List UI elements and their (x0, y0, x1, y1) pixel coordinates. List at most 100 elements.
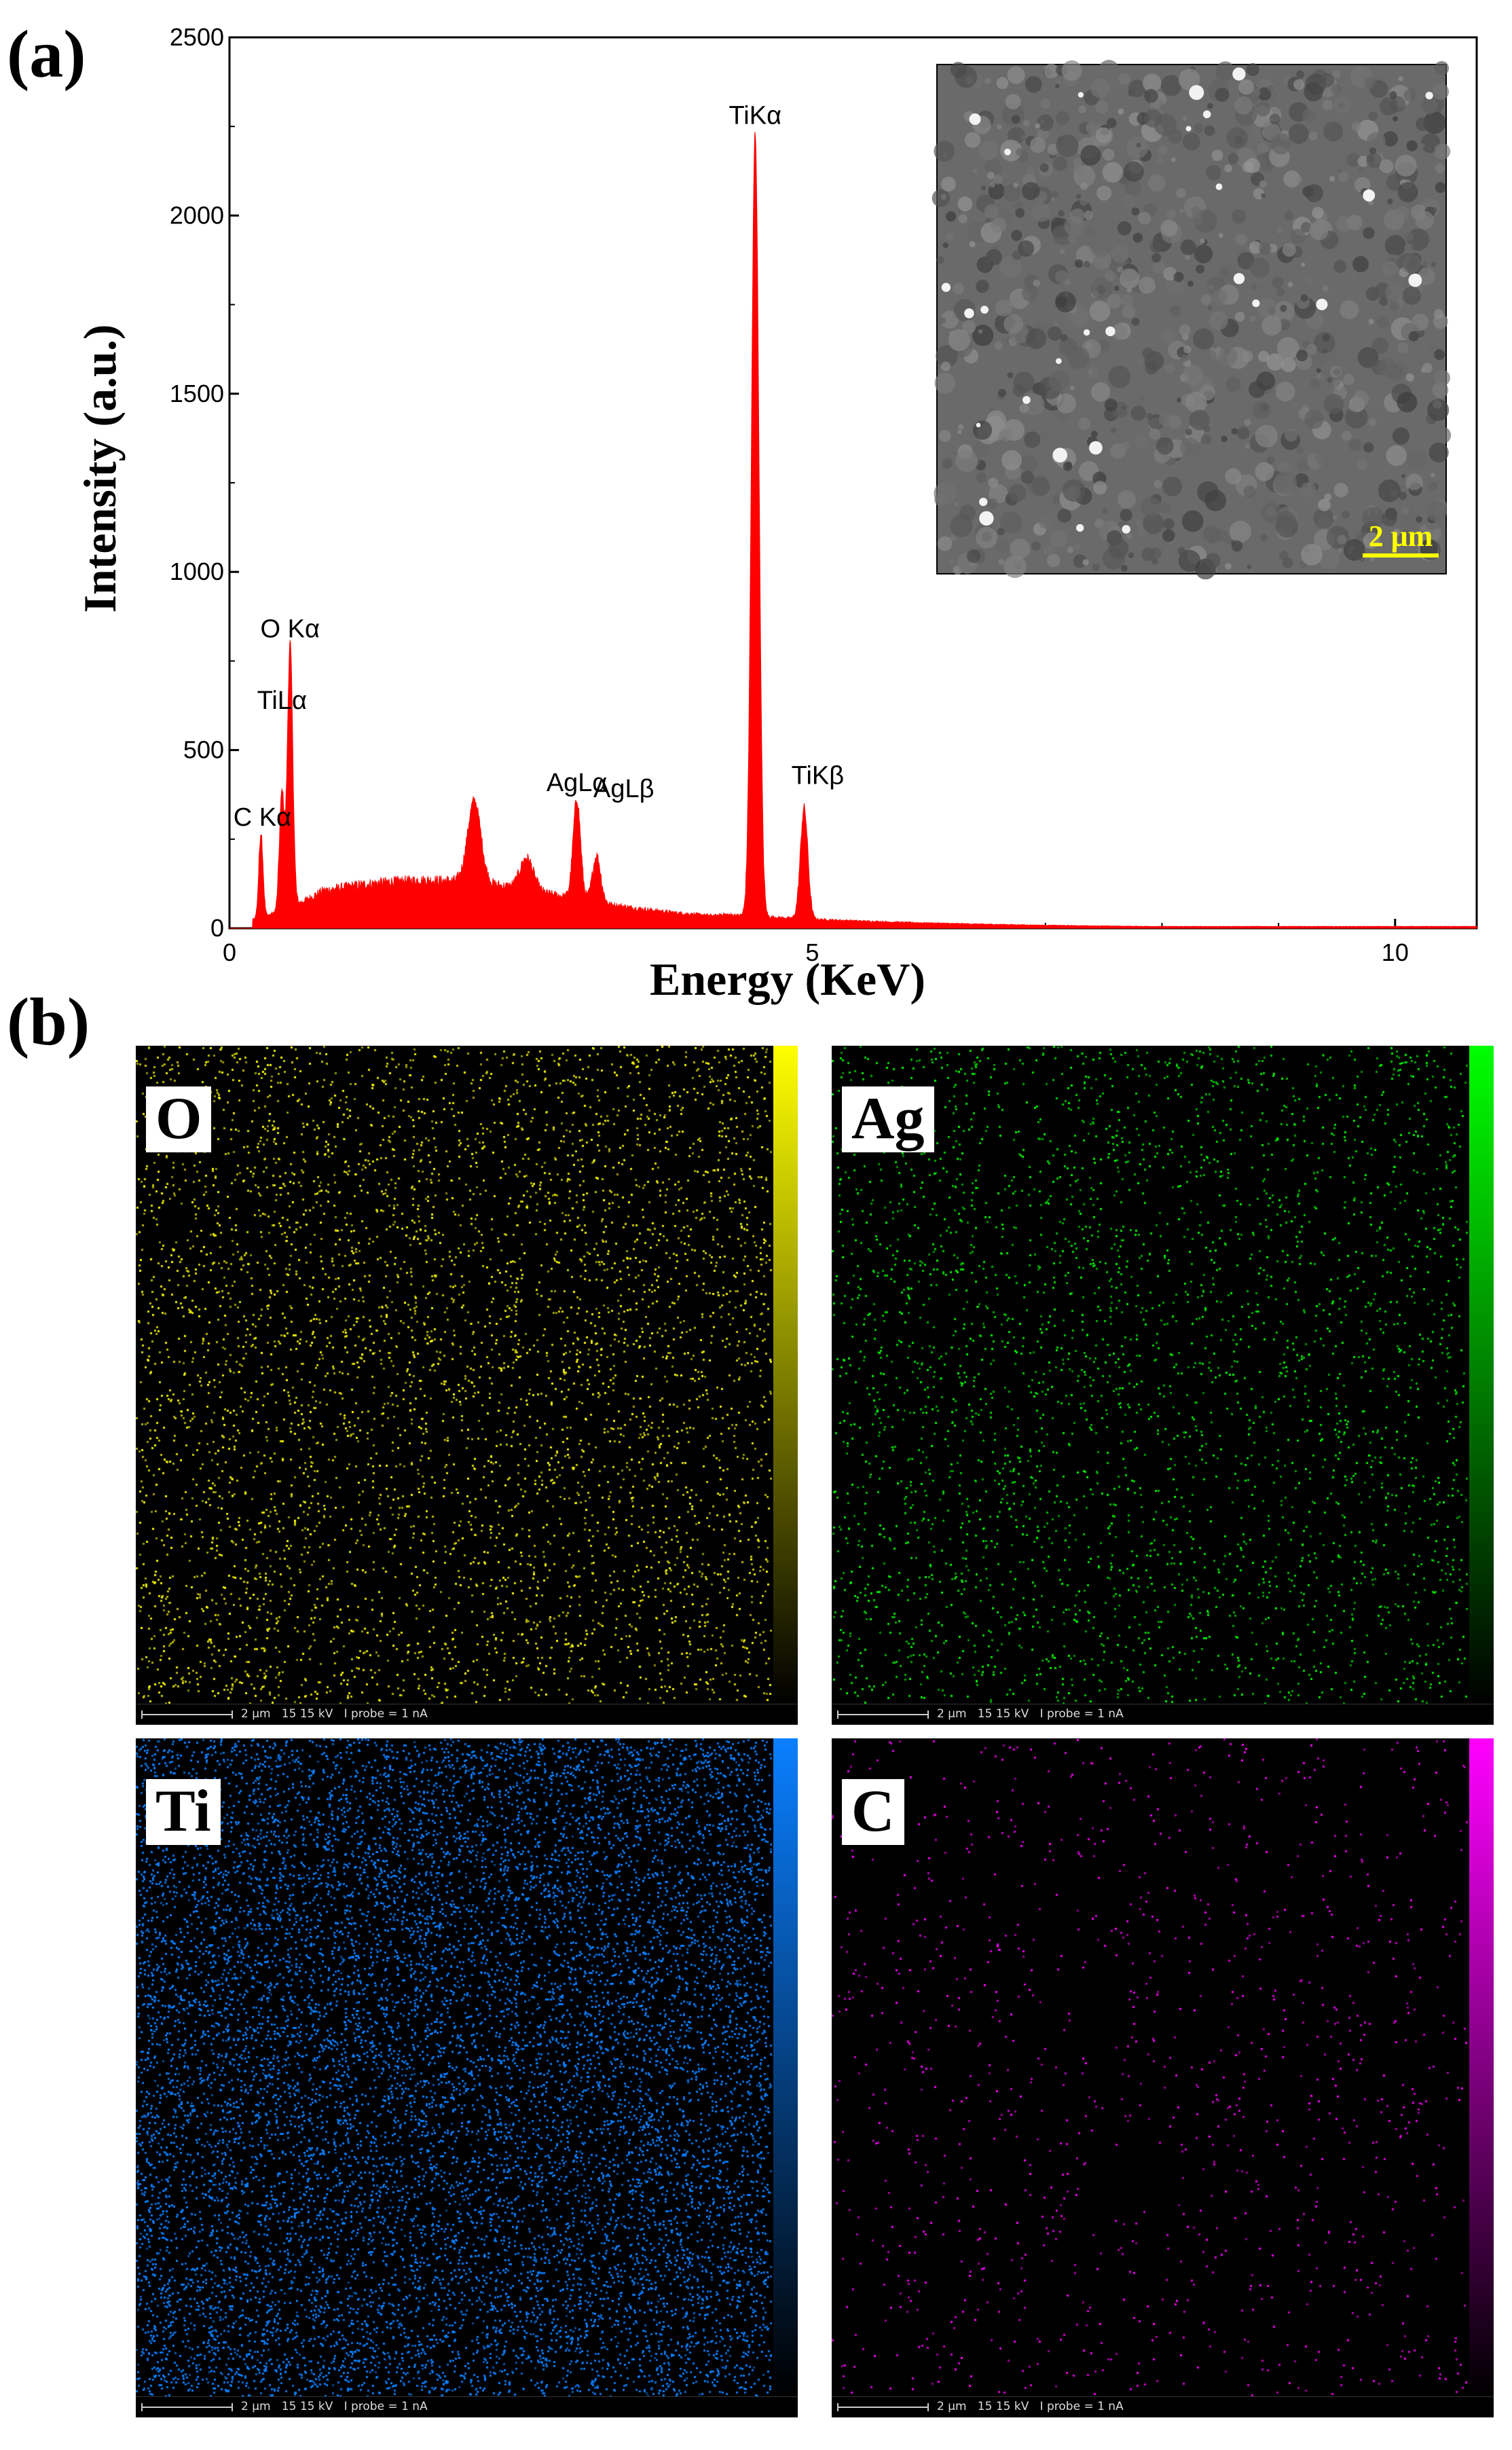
sem-grain (938, 430, 951, 442)
sem-grain (1011, 115, 1020, 124)
sem-grain (1135, 435, 1148, 448)
sem-grain (1338, 171, 1349, 183)
sem-grain (936, 256, 944, 264)
sem-grain (1386, 445, 1407, 467)
sem-grain (1121, 194, 1136, 208)
sem-grain (1321, 179, 1331, 189)
sem-bright-particle (1189, 85, 1204, 100)
sem-grain (972, 325, 994, 346)
element-label-titanium: Ti (146, 1778, 221, 1845)
sem-grain (1324, 493, 1332, 501)
sem-grain (978, 329, 983, 334)
footer-scale-bar (837, 1711, 929, 1719)
map-titanium: Ti 2 μm 15 15 kV I probe = 1 nA (136, 1738, 798, 2417)
footer-scale-bar (141, 2403, 233, 2411)
sem-grain (1231, 208, 1247, 224)
sem-grain (1160, 502, 1171, 513)
sem-grain (1399, 492, 1407, 500)
sem-grain (1013, 183, 1018, 188)
sem-grain (1031, 541, 1041, 551)
x-axis-label: Energy (KeV) (650, 953, 925, 1005)
sem-grain (1010, 538, 1031, 559)
sem-grain (1306, 344, 1318, 355)
sem-grain (1160, 103, 1167, 111)
y-tick-label: 2500 (170, 23, 224, 51)
sem-grain (1106, 293, 1122, 309)
sem-bright-particle (1083, 329, 1090, 336)
sem-grain (1119, 268, 1140, 289)
sem-grain (1252, 356, 1257, 362)
sem-grain (1346, 215, 1363, 231)
sem-grain (1403, 88, 1417, 102)
x-tick-label: 5 (805, 938, 819, 966)
sem-grain (1015, 208, 1025, 218)
sem-grain (939, 317, 946, 324)
footer-scale-bar (141, 1711, 233, 1719)
sem-bright-particle (1252, 299, 1260, 308)
sem-grain (1136, 359, 1142, 365)
sem-grain (1160, 328, 1176, 344)
sem-grain (1435, 163, 1445, 174)
sem-grain (1117, 266, 1124, 273)
sem-grain (1008, 483, 1027, 502)
sem-grain (1251, 88, 1261, 97)
sem-grain (989, 406, 995, 413)
sem-grain (1255, 101, 1271, 117)
sem-grain (1229, 520, 1251, 543)
sem-grain (1169, 305, 1181, 316)
sem-grain (1243, 485, 1257, 498)
sem-grain (1143, 109, 1162, 128)
sem-grain (1368, 418, 1377, 426)
sem-grain (1344, 405, 1368, 429)
sem-grain (1284, 428, 1298, 442)
sem-grain (1378, 479, 1401, 502)
silver-map-canvas (832, 1046, 1494, 1725)
sem-grain (984, 158, 1001, 176)
sem-grain (1296, 350, 1308, 362)
sem-grain (1420, 367, 1426, 373)
sem-grain (1158, 145, 1168, 155)
sem-grain (1176, 188, 1186, 198)
sem-grain (1142, 73, 1162, 92)
sem-grain (1330, 321, 1349, 339)
sem-grain (1011, 230, 1022, 241)
sem-grain (1433, 426, 1452, 444)
sem-grain (1352, 274, 1357, 279)
sem-grain (1434, 349, 1445, 361)
sem-bright-particle (1105, 326, 1115, 337)
sem-grain (1270, 133, 1292, 155)
sem-grain (1333, 483, 1348, 498)
sem-grain (1423, 111, 1446, 134)
sem-grain (1200, 238, 1205, 244)
sem-grain (1225, 468, 1242, 485)
sem-grain (1250, 127, 1265, 141)
sem-grain (946, 211, 957, 222)
sem-grain (1288, 123, 1309, 144)
sem-grain (934, 494, 947, 507)
x-tick-label: 0 (223, 938, 236, 966)
sem-grain (957, 196, 973, 212)
sem-grain (1308, 131, 1318, 141)
sem-grain (1084, 261, 1090, 268)
sem-grain (1387, 198, 1393, 204)
sem-grain (1432, 382, 1449, 399)
element-label-oxygen: O (146, 1086, 212, 1152)
sem-grain (1402, 255, 1422, 274)
sem-grain (1302, 404, 1309, 412)
sem-grain (978, 141, 999, 160)
sem-grain (1283, 170, 1301, 188)
sem-grain (1151, 196, 1163, 208)
sem-grain (1369, 147, 1377, 155)
sem-grain (1318, 548, 1340, 570)
map-carbon: C 2 μm 15 15 kV I probe = 1 nA (832, 1738, 1494, 2417)
sem-grain (1206, 165, 1221, 181)
sem-grain (1108, 538, 1129, 559)
sem-grain (1362, 506, 1384, 529)
sem-grain (1348, 438, 1362, 452)
sem-grain (1352, 122, 1362, 132)
sem-grain (1434, 369, 1450, 386)
sem-grain (1363, 532, 1380, 549)
sem-grain (1151, 253, 1162, 263)
sem-grain (1019, 403, 1029, 414)
sem-grain (1111, 245, 1129, 263)
